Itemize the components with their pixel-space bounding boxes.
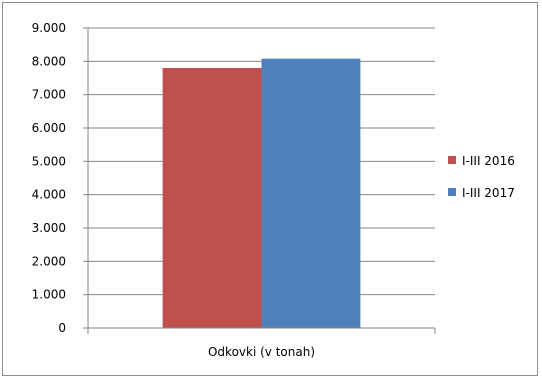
y-tick-label: 9.000 bbox=[32, 21, 66, 35]
y-tick-label: 8.000 bbox=[32, 54, 66, 68]
legend-label: I-III 2017 bbox=[462, 186, 515, 200]
y-tick-label: 2.000 bbox=[32, 254, 66, 268]
y-tick-label: 3.000 bbox=[32, 221, 66, 235]
axes bbox=[83, 27, 436, 334]
y-tick-label: 4.000 bbox=[32, 188, 66, 202]
x-axis-category-labels: Odkovki (v tonah) bbox=[208, 345, 315, 359]
bar-i-iii-2016 bbox=[162, 68, 262, 328]
bars bbox=[162, 58, 361, 329]
legend-label: I-III 2016 bbox=[462, 154, 515, 168]
legend: I-III 2016 I-III 2017 bbox=[448, 154, 515, 200]
legend-swatch bbox=[448, 188, 456, 196]
y-tick-label: 6.000 bbox=[32, 121, 66, 135]
y-axis-tick-labels: 0 1.000 2.000 3.000 4.000 5.000 6.000 7.000 8.00… bbox=[32, 21, 66, 335]
legend-swatch bbox=[448, 156, 456, 164]
bar-i-iii-2017 bbox=[261, 58, 361, 329]
y-tick-label: 0 bbox=[58, 321, 66, 335]
x-category-label: Odkovki (v tonah) bbox=[208, 345, 315, 359]
y-tick-label: 5.000 bbox=[32, 154, 66, 168]
y-tick-label: 1.000 bbox=[32, 288, 66, 302]
y-tick-label: 7.000 bbox=[32, 88, 66, 102]
